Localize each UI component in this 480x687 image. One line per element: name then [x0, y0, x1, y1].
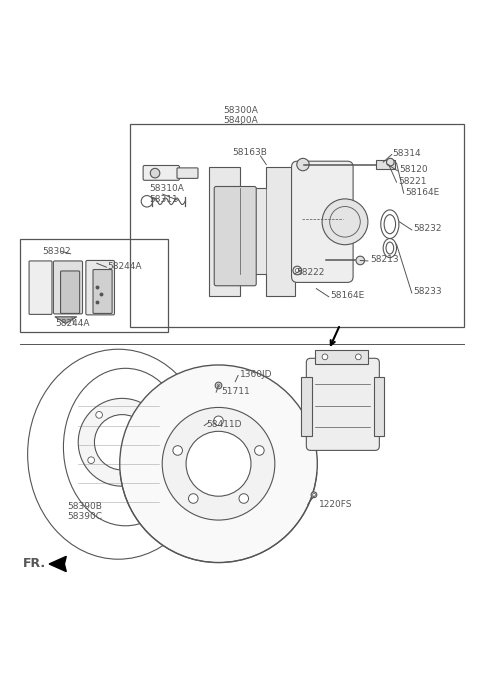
Text: 58300A
58400A: 58300A 58400A — [224, 106, 258, 125]
Text: 58232: 58232 — [414, 225, 442, 234]
Bar — [374, 377, 384, 436]
Circle shape — [95, 415, 150, 470]
Circle shape — [88, 457, 95, 464]
Bar — [375, 160, 395, 169]
Text: 58244A: 58244A — [108, 262, 142, 271]
Bar — [315, 350, 368, 363]
Circle shape — [312, 493, 315, 496]
Circle shape — [239, 494, 249, 504]
Text: 58411D: 58411D — [206, 420, 242, 429]
Circle shape — [120, 365, 317, 563]
FancyBboxPatch shape — [86, 260, 115, 315]
Text: 1220FS: 1220FS — [319, 500, 352, 509]
FancyBboxPatch shape — [29, 261, 52, 315]
FancyBboxPatch shape — [291, 161, 353, 282]
Circle shape — [356, 256, 364, 264]
FancyBboxPatch shape — [306, 359, 379, 451]
Circle shape — [128, 473, 135, 480]
Polygon shape — [209, 167, 295, 296]
Text: 58222: 58222 — [296, 269, 324, 278]
Circle shape — [78, 398, 166, 486]
Circle shape — [162, 407, 275, 520]
FancyBboxPatch shape — [214, 186, 256, 286]
Text: 58164E: 58164E — [331, 291, 365, 300]
FancyBboxPatch shape — [60, 271, 80, 313]
Text: 58233: 58233 — [414, 287, 443, 297]
Text: 58221: 58221 — [398, 177, 427, 185]
Circle shape — [356, 354, 361, 360]
Text: 1360JD: 1360JD — [240, 370, 273, 379]
FancyBboxPatch shape — [177, 168, 198, 179]
Text: 58390B
58390C: 58390B 58390C — [67, 502, 102, 521]
Text: 51711: 51711 — [221, 387, 250, 396]
Circle shape — [322, 354, 328, 360]
Circle shape — [189, 494, 198, 504]
Circle shape — [215, 382, 222, 389]
Bar — [301, 377, 312, 436]
FancyBboxPatch shape — [53, 261, 83, 314]
Circle shape — [142, 412, 148, 418]
Circle shape — [295, 269, 299, 272]
Circle shape — [386, 158, 394, 166]
Text: 58213: 58213 — [370, 256, 398, 264]
Text: 58164E: 58164E — [406, 188, 440, 196]
Circle shape — [293, 266, 301, 275]
Text: 58163B: 58163B — [232, 148, 267, 157]
Bar — [21, 238, 168, 332]
Text: 58244A: 58244A — [55, 319, 89, 328]
Circle shape — [322, 199, 368, 245]
FancyBboxPatch shape — [143, 166, 180, 180]
Circle shape — [96, 412, 102, 418]
Circle shape — [186, 431, 251, 496]
Circle shape — [217, 384, 220, 387]
Text: 58314: 58314 — [393, 149, 421, 158]
Circle shape — [297, 158, 309, 171]
Circle shape — [173, 446, 182, 455]
FancyBboxPatch shape — [93, 269, 112, 313]
Circle shape — [254, 446, 264, 455]
Text: 58310A
58311: 58310A 58311 — [149, 184, 184, 204]
Text: 58120: 58120 — [399, 166, 428, 174]
Circle shape — [214, 416, 223, 425]
Polygon shape — [49, 556, 66, 572]
Circle shape — [311, 492, 317, 497]
Polygon shape — [55, 317, 77, 324]
Text: FR.: FR. — [24, 557, 47, 570]
Text: 58302: 58302 — [42, 247, 71, 256]
Circle shape — [154, 445, 161, 452]
Circle shape — [150, 168, 160, 178]
Bar — [130, 124, 464, 327]
